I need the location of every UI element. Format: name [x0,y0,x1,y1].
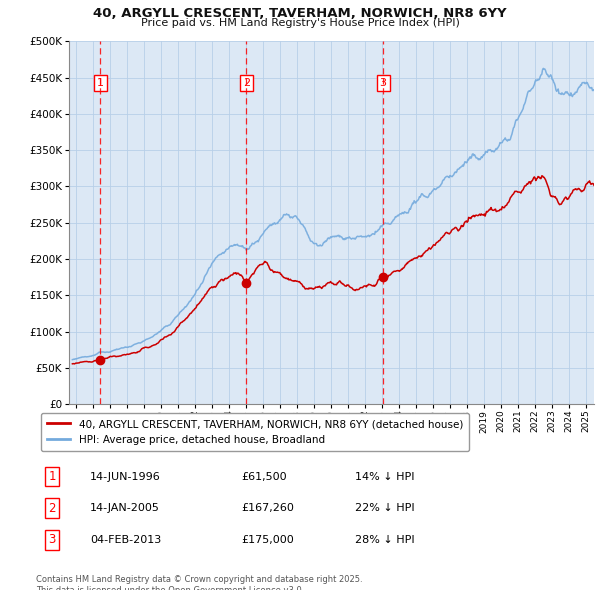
Text: 04-FEB-2013: 04-FEB-2013 [90,535,161,545]
Text: £61,500: £61,500 [241,471,287,481]
Text: £167,260: £167,260 [241,503,294,513]
Text: 22% ↓ HPI: 22% ↓ HPI [355,503,414,513]
Text: Contains HM Land Registry data © Crown copyright and database right 2025.
This d: Contains HM Land Registry data © Crown c… [36,575,362,590]
Text: 14-JAN-2005: 14-JAN-2005 [90,503,160,513]
Legend: 40, ARGYLL CRESCENT, TAVERHAM, NORWICH, NR8 6YY (detached house), HPI: Average p: 40, ARGYLL CRESCENT, TAVERHAM, NORWICH, … [41,413,469,451]
Text: 14% ↓ HPI: 14% ↓ HPI [355,471,414,481]
Text: 40, ARGYLL CRESCENT, TAVERHAM, NORWICH, NR8 6YY: 40, ARGYLL CRESCENT, TAVERHAM, NORWICH, … [93,7,507,20]
Text: 1: 1 [97,78,104,88]
Text: Price paid vs. HM Land Registry's House Price Index (HPI): Price paid vs. HM Land Registry's House … [140,18,460,28]
Text: 3: 3 [49,533,56,546]
Text: 1: 1 [49,470,56,483]
Text: 3: 3 [380,78,386,88]
Text: £175,000: £175,000 [241,535,294,545]
Text: 2: 2 [49,502,56,514]
Text: 2: 2 [243,78,250,88]
Text: 28% ↓ HPI: 28% ↓ HPI [355,535,414,545]
Text: 14-JUN-1996: 14-JUN-1996 [90,471,161,481]
